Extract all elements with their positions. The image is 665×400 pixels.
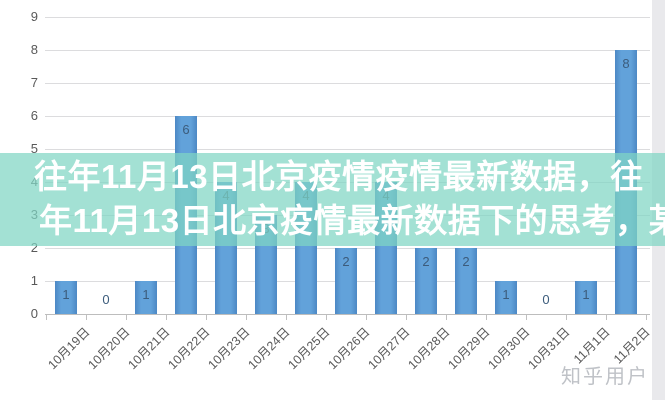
bar-10月30日: [495, 281, 517, 314]
gridline-y5: [45, 149, 650, 150]
bar-value-label-10月29日: 2: [462, 254, 470, 269]
x-axis-tick: [446, 315, 447, 320]
x-axis-tick: [366, 315, 367, 320]
gridline-y9: [45, 17, 650, 18]
bar-10月29日: [455, 248, 477, 314]
x-tick-label-10月30日: 10月30日: [485, 324, 533, 373]
x-axis-tick: [646, 315, 647, 320]
x-tick-label-10月24日: 10月24日: [245, 324, 293, 373]
overlay-title-line1: 往年11月13日北京疫情疫情最新数据，往: [34, 158, 644, 195]
y-tick-label-0: 0: [30, 306, 38, 321]
x-axis-tick: [606, 315, 607, 320]
gridline-y7: [45, 83, 650, 84]
gridline-y6: [45, 116, 650, 117]
x-tick-label-10月19日: 10月19日: [45, 324, 93, 373]
bar-10月26日: [335, 248, 357, 314]
title-overlay-band: 往年11月13日北京疫情疫情最新数据，往 年11月13日北京疫情最新数据下的思考…: [0, 153, 665, 246]
x-tick-label-10月20日: 10月20日: [85, 324, 133, 373]
x-tick-label-10月26日: 10月26日: [325, 324, 373, 373]
y-tick-label-1: 1: [30, 273, 38, 288]
x-axis-tick: [326, 315, 327, 320]
x-tick-label-10月27日: 10月27日: [365, 324, 413, 373]
x-axis-tick: [166, 315, 167, 320]
bar-value-label-11月1日: 1: [582, 287, 590, 302]
bar-10月19日: [55, 281, 77, 314]
bar-10月28日: [415, 248, 437, 314]
bar-value-label-10月21日: 1: [142, 287, 150, 302]
x-tick-label-10月28日: 10月28日: [405, 324, 453, 373]
y-tick-label-8: 8: [30, 42, 38, 57]
x-tick-label-10月22日: 10月22日: [165, 324, 213, 373]
y-tick-label-6: 6: [30, 108, 38, 123]
y-tick-label-9: 9: [30, 9, 38, 24]
y-tick-label-7: 7: [30, 75, 38, 90]
x-axis-line: [45, 314, 650, 315]
x-axis-tick: [566, 315, 567, 320]
bar-value-label-10月31日: 0: [542, 292, 550, 307]
bar-10月21日: [135, 281, 157, 314]
bar-value-label-10月20日: 0: [102, 292, 110, 307]
bar-value-label-11月2日: 8: [622, 56, 630, 71]
x-tick-label-10月21日: 10月21日: [125, 324, 173, 373]
x-axis-tick: [526, 315, 527, 320]
bar-value-label-10月19日: 1: [62, 287, 70, 302]
bar-value-label-10月28日: 2: [422, 254, 430, 269]
y-tick-label-2: 2: [30, 240, 38, 255]
bar-value-label-10月30日: 1: [502, 287, 510, 302]
x-axis-tick: [86, 315, 87, 320]
gridline-y8: [45, 50, 650, 51]
bar-11月1日: [575, 281, 597, 314]
x-axis-tick: [286, 315, 287, 320]
x-axis-tick: [126, 315, 127, 320]
x-tick-label-10月29日: 10月29日: [445, 324, 493, 373]
bar-value-label-10月22日: 6: [182, 122, 190, 137]
x-tick-label-10月23日: 10月23日: [205, 324, 253, 373]
x-axis-tick: [46, 315, 47, 320]
x-tick-label-10月25日: 10月25日: [285, 324, 333, 373]
overlay-title-line2: 年11月13日北京疫情最新数据下的思考，某: [39, 202, 665, 239]
x-axis-tick: [486, 315, 487, 320]
x-axis-tick: [206, 315, 207, 320]
x-axis-tick: [406, 315, 407, 320]
y-tick-label-5: 5: [30, 141, 38, 156]
x-axis-tick: [246, 315, 247, 320]
watermark-zhihu-user: 知乎用户: [561, 366, 649, 388]
bar-value-label-10月26日: 2: [342, 254, 350, 269]
